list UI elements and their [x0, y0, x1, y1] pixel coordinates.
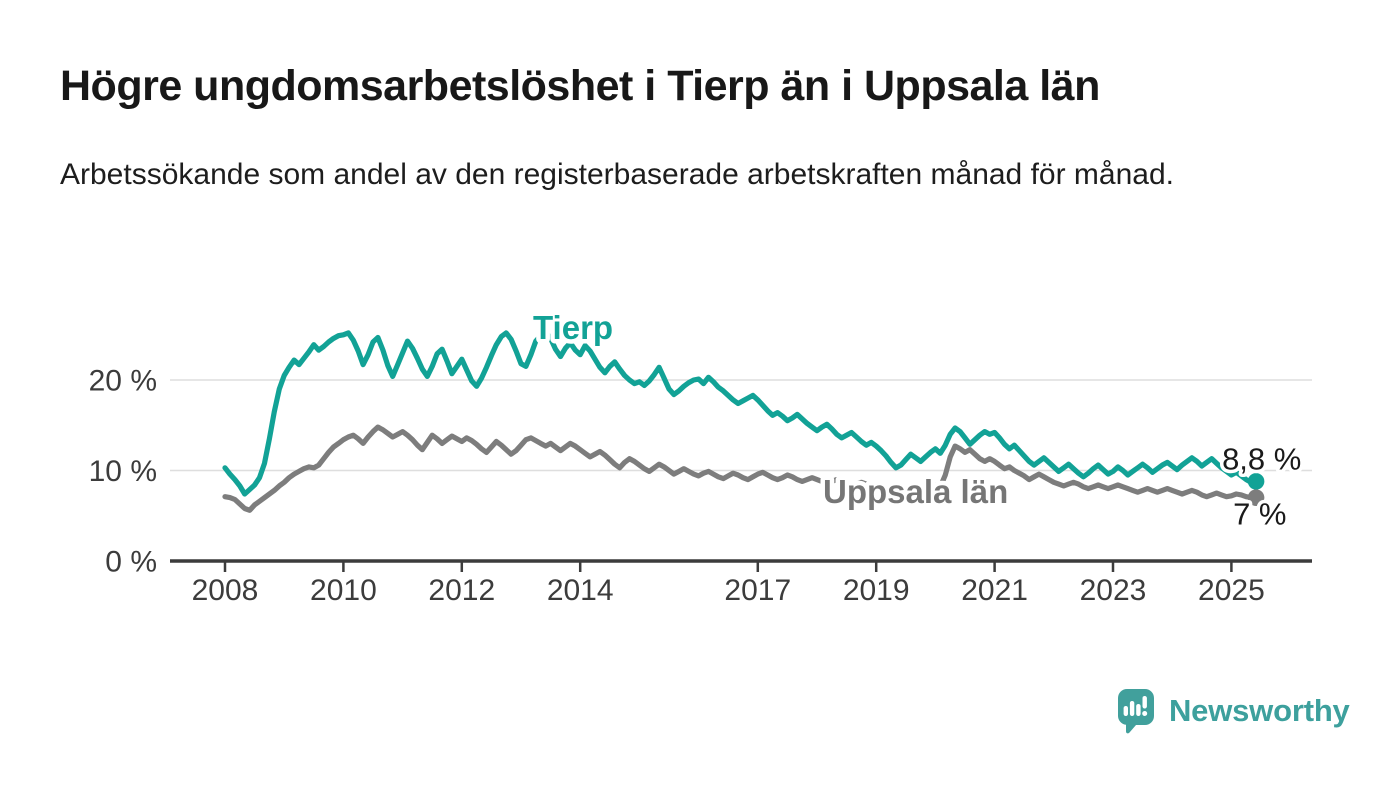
newsworthy-logo: Newsworthy — [1116, 687, 1350, 735]
x-tick-label: 2017 — [724, 574, 791, 607]
tierp-end-dot — [1247, 473, 1265, 490]
bar-glyph-3 — [1136, 704, 1141, 716]
x-tick-label: 2025 — [1198, 574, 1265, 607]
tierp-line — [222, 329, 1259, 497]
exclamation-dot-glyph — [1142, 711, 1148, 716]
x-tick-label: 2012 — [428, 574, 495, 607]
x-tick-label: 2014 — [547, 574, 614, 607]
bar-glyph-1 — [1123, 706, 1128, 716]
uppsala-series-label: Uppsala län — [823, 473, 1008, 510]
chart-title: Högre ungdomsarbetslöshet i Tierp än i U… — [60, 62, 1100, 110]
x-tick-label: 2010 — [310, 574, 377, 607]
tierp-series-label: Tierp — [533, 309, 613, 346]
y-axis-label: 0 % — [105, 546, 157, 579]
y-axis-label: 10 % — [89, 455, 157, 488]
x-tick-label: 2021 — [961, 574, 1028, 607]
speech-bubble-shape — [1118, 689, 1154, 734]
uppsala-end-value-label: 7 % — [1233, 497, 1286, 532]
uppsala-end-dot — [1247, 489, 1265, 506]
newsworthy-wordmark: Newsworthy — [1169, 693, 1350, 728]
y-axis-label: 20 % — [89, 365, 157, 398]
tierp-end-value-label: 8,8 % — [1222, 441, 1301, 476]
x-tick-label: 2008 — [192, 574, 259, 607]
chart-subtitle: Arbetssökande som andel av den registerb… — [60, 158, 1174, 191]
x-tick-label: 2019 — [843, 574, 910, 607]
uppsala-line — [222, 424, 1259, 513]
bar-glyph-2 — [1129, 701, 1135, 716]
exclamation-bar-glyph — [1142, 696, 1147, 709]
newsworthy-icon — [1118, 689, 1154, 734]
x-tick-label: 2023 — [1080, 574, 1147, 607]
